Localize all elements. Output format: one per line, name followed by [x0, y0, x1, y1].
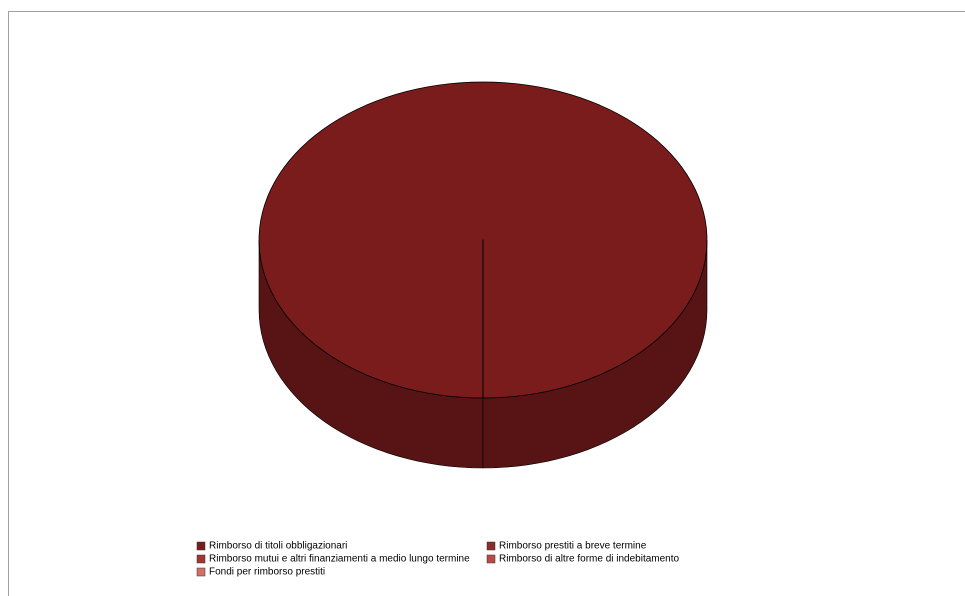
legend-swatch	[196, 567, 206, 577]
legend-swatch	[196, 554, 206, 564]
legend-swatch	[486, 554, 496, 564]
legend-label: Rimborso di titoli obbligazionari	[209, 541, 347, 552]
legend-label: Rimborso mutui e altri finanziamenti a m…	[209, 554, 470, 565]
legend-swatch	[486, 541, 496, 551]
chart-frame	[8, 11, 965, 596]
legend-swatch	[196, 541, 206, 551]
legend-label: Rimborso prestiti a breve termine	[499, 541, 647, 552]
legend-label: Rimborso di altre forme di indebitamento	[499, 554, 680, 565]
legend-label: Fondi per rimborso prestiti	[209, 567, 325, 578]
